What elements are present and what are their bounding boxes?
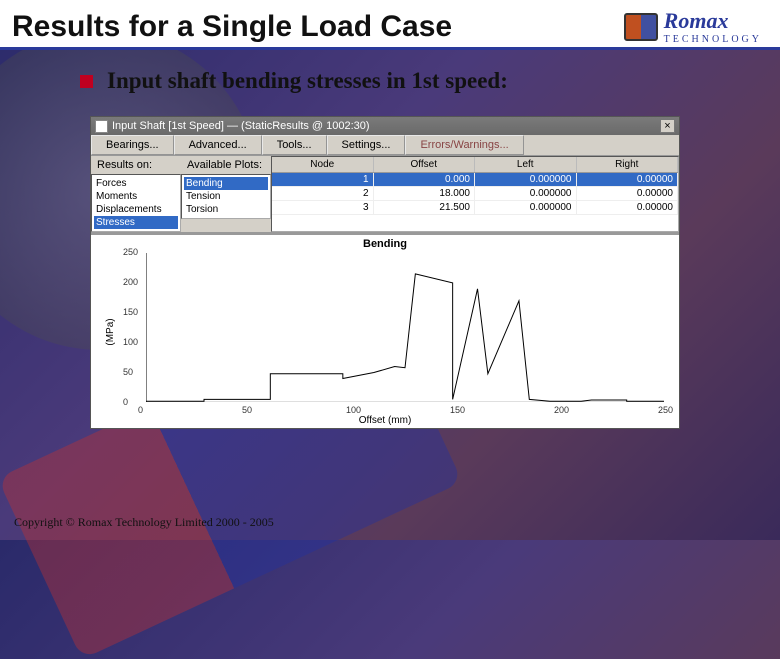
bullet-line: Input shaft bending stresses in 1st spee… [80, 68, 740, 94]
results-on-item[interactable]: Forces [94, 177, 178, 190]
slide-title: Results for a Single Load Case [12, 10, 452, 44]
selection-row: Results on: ForcesMomentsDisplacementsSt… [91, 156, 679, 233]
chart-plot-area [146, 253, 664, 402]
bending-chart: Bending (MPa) Offset (mm) 0 50 100 150 200 25… [91, 233, 679, 428]
chart-title: Bending [91, 235, 679, 250]
x-tick-label: 0 [138, 405, 143, 415]
grid-cell: 21.500 [374, 201, 476, 214]
window-titlebar[interactable]: Input Shaft [1st Speed] — (StaticResults… [91, 117, 679, 135]
x-tick-label: 50 [242, 405, 252, 415]
window-icon [95, 120, 108, 133]
grid-cell: 0.00000 [577, 187, 679, 200]
grid-column-header[interactable]: Offset [374, 157, 476, 172]
results-on-item[interactable]: Moments [94, 190, 178, 203]
results-on-item[interactable]: Displacements [94, 203, 178, 216]
y-tick-label: 100 [123, 337, 138, 347]
available-plots-label: Available Plots: [181, 156, 271, 174]
close-button[interactable]: × [660, 119, 675, 133]
results-on-label: Results on: [91, 156, 181, 174]
results-on-item[interactable]: Stresses [94, 216, 178, 229]
grid-cell: 0.00000 [577, 173, 679, 186]
chart-xlabel: Offset (mm) [359, 415, 412, 426]
table-row[interactable]: 218.0000.0000000.00000 [272, 187, 678, 201]
grid-cell: 0.000000 [475, 187, 577, 200]
grid-column-header[interactable]: Right [577, 157, 679, 172]
bullet-icon [80, 75, 93, 88]
grid-cell: 0.00000 [577, 201, 679, 214]
x-tick-label: 250 [658, 405, 673, 415]
grid-cell: 0.000000 [475, 201, 577, 214]
grid-cell: 0.000000 [475, 173, 577, 186]
romax-logo: Romax TECHNOLOGY [624, 8, 762, 45]
bullet-text: Input shaft bending stresses in 1st spee… [107, 68, 508, 94]
y-tick-label: 200 [123, 277, 138, 287]
y-tick-label: 0 [123, 397, 128, 407]
available-plots-list[interactable]: BendingTensionTorsion [181, 174, 271, 219]
results-window: Input Shaft [1st Speed] — (StaticResults… [90, 116, 680, 429]
available-plot-item[interactable]: Torsion [184, 203, 268, 216]
grid-cell: 18.000 [374, 187, 476, 200]
available-plot-item[interactable]: Tension [184, 190, 268, 203]
results-grid[interactable]: NodeOffsetLeftRight 10.0000.0000000.0000… [271, 156, 679, 232]
menu-advanced[interactable]: Advanced... [174, 135, 262, 155]
table-row[interactable]: 321.5000.0000000.00000 [272, 201, 678, 215]
available-plot-item[interactable]: Bending [184, 177, 268, 190]
grid-cell: 3 [272, 201, 374, 214]
grid-cell: 1 [272, 173, 374, 186]
results-on-list[interactable]: ForcesMomentsDisplacementsStresses [91, 174, 181, 232]
grid-column-header[interactable]: Node [272, 157, 374, 172]
grid-cell: 0.000 [374, 173, 476, 186]
menu-settings[interactable]: Settings... [327, 135, 406, 155]
x-tick-label: 100 [346, 405, 361, 415]
grid-column-header[interactable]: Left [475, 157, 577, 172]
y-tick-label: 50 [123, 367, 133, 377]
menu-errors[interactable]: Errors/Warnings... [405, 135, 523, 155]
table-row[interactable]: 10.0000.0000000.00000 [272, 173, 678, 187]
slide-header: Results for a Single Load Case Romax TEC… [0, 0, 780, 50]
window-title: Input Shaft [1st Speed] — (StaticResults… [112, 120, 370, 132]
grid-cell: 2 [272, 187, 374, 200]
logo-subtext: TECHNOLOGY [664, 34, 762, 45]
copyright-footer: Copyright © Romax Technology Limited 200… [14, 515, 274, 530]
logo-icon [624, 13, 658, 41]
y-tick-label: 150 [123, 307, 138, 317]
chart-ylabel: (MPa) [105, 318, 116, 345]
logo-text: Romax [664, 8, 729, 33]
y-tick-label: 250 [123, 247, 138, 257]
x-tick-label: 200 [554, 405, 569, 415]
menu-tools[interactable]: Tools... [262, 135, 327, 155]
menubar: Bearings... Advanced... Tools... Setting… [91, 135, 679, 156]
x-tick-label: 150 [450, 405, 465, 415]
menu-bearings[interactable]: Bearings... [91, 135, 174, 155]
